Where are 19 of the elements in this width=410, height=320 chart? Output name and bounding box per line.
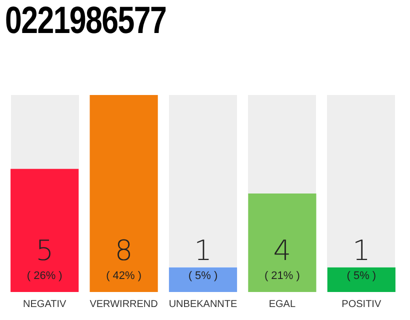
x-tick-label: NEGATIV [23, 298, 67, 310]
data-label: 4 [273, 234, 292, 267]
x-tick-label: EGAL [268, 298, 296, 310]
x-tick-label: POSITIV [342, 298, 382, 310]
annotation: ( 26% ) [26, 270, 62, 282]
x-tick-label: UNBEKANNTE [168, 298, 238, 310]
data-label: 8 [114, 234, 133, 267]
x-tick-label: VERWIRREND [90, 298, 158, 310]
bar [168, 267, 238, 292]
annotation: ( 21% ) [264, 270, 300, 282]
annotation: ( 5% ) [188, 270, 218, 282]
chart-title: 0221986577 [5, 0, 166, 43]
bar [90, 95, 158, 292]
data-label: 5 [36, 234, 54, 267]
annotation: ( 42% ) [106, 270, 142, 282]
data-label: 1 [194, 234, 212, 267]
data-label: 1 [352, 234, 370, 267]
bar [327, 267, 396, 292]
annotation: ( 5% ) [346, 270, 376, 282]
